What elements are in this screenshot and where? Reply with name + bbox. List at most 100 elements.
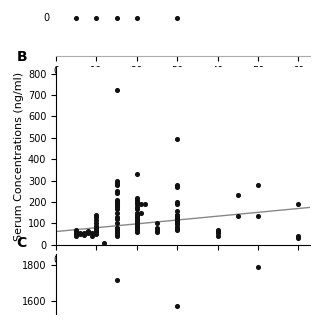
Point [134, 207, 139, 212]
X-axis label: Daily Dose (mg/d): Daily Dose (mg/d) [133, 267, 234, 277]
Point [175, 212, 180, 217]
Point [175, 226, 180, 231]
Point [138, 210, 143, 215]
Point [114, 232, 119, 237]
Point [175, 214, 180, 220]
Point [114, 87, 119, 92]
Point [215, 230, 220, 236]
Point [94, 228, 99, 234]
Point [114, 214, 119, 220]
Point [114, 221, 119, 226]
Point [175, 217, 180, 222]
Point [175, 136, 180, 141]
Point [215, 227, 220, 232]
X-axis label: Daily Dose (mg/d): Daily Dose (mg/d) [133, 78, 234, 89]
Point [114, 189, 119, 194]
Point [296, 234, 301, 239]
Point [134, 227, 139, 232]
Text: B: B [17, 50, 27, 64]
Point [175, 208, 180, 213]
Point [114, 191, 119, 196]
Point [74, 234, 79, 239]
Point [175, 219, 180, 224]
Point [175, 199, 180, 204]
Point [134, 199, 139, 204]
Point [114, 197, 119, 203]
Point [114, 178, 119, 183]
Text: C: C [17, 236, 27, 250]
Point [175, 218, 180, 223]
Point [94, 225, 99, 230]
Point [134, 212, 139, 217]
Point [114, 201, 119, 206]
Point [134, 205, 139, 210]
Point [134, 217, 139, 222]
Point [114, 225, 119, 230]
Point [175, 304, 180, 309]
Point [114, 182, 119, 188]
Point [74, 228, 79, 234]
Point [134, 225, 139, 230]
Point [74, 230, 79, 236]
Point [94, 214, 99, 220]
Point [114, 225, 119, 230]
Point [114, 202, 119, 207]
Point [235, 192, 240, 197]
Point [94, 232, 99, 237]
Point [134, 229, 139, 235]
Point [134, 228, 139, 234]
Point [138, 202, 143, 207]
Point [215, 234, 220, 239]
Point [134, 172, 139, 177]
Point [154, 229, 159, 235]
Point [296, 202, 301, 207]
Point [94, 229, 99, 235]
Point [86, 230, 91, 236]
Point [114, 234, 119, 239]
Point [175, 221, 180, 226]
Point [175, 182, 180, 188]
Point [134, 195, 139, 200]
Point [134, 222, 139, 227]
Text: 0: 0 [44, 13, 50, 23]
Y-axis label: Serum Concentrations (ng/ml): Serum Concentrations (ng/ml) [14, 71, 24, 241]
Point [114, 15, 119, 20]
Point [154, 225, 159, 230]
Point [134, 214, 139, 220]
Point [175, 219, 180, 224]
Point [175, 227, 180, 232]
Point [134, 223, 139, 228]
Point [114, 199, 119, 204]
Point [142, 202, 148, 207]
Point [255, 264, 260, 269]
Point [114, 227, 119, 232]
Point [235, 213, 240, 219]
Point [134, 219, 139, 224]
Point [255, 182, 260, 188]
Point [74, 227, 79, 232]
Point [134, 210, 139, 215]
Point [175, 224, 180, 229]
Point [114, 229, 119, 235]
Point [175, 221, 180, 226]
Point [154, 228, 159, 234]
Point [94, 223, 99, 228]
Point [78, 230, 83, 236]
Point [175, 214, 180, 220]
Point [215, 228, 220, 234]
Point [94, 15, 99, 20]
Point [82, 233, 87, 238]
Point [86, 228, 91, 234]
Point [175, 15, 180, 20]
Point [296, 236, 301, 241]
Point [154, 221, 159, 226]
Point [175, 217, 180, 222]
Point [175, 212, 180, 217]
Point [78, 232, 83, 237]
Point [74, 232, 79, 237]
Point [134, 224, 139, 229]
Point [94, 221, 99, 226]
Point [90, 230, 95, 236]
Point [114, 205, 119, 210]
Point [114, 203, 119, 208]
